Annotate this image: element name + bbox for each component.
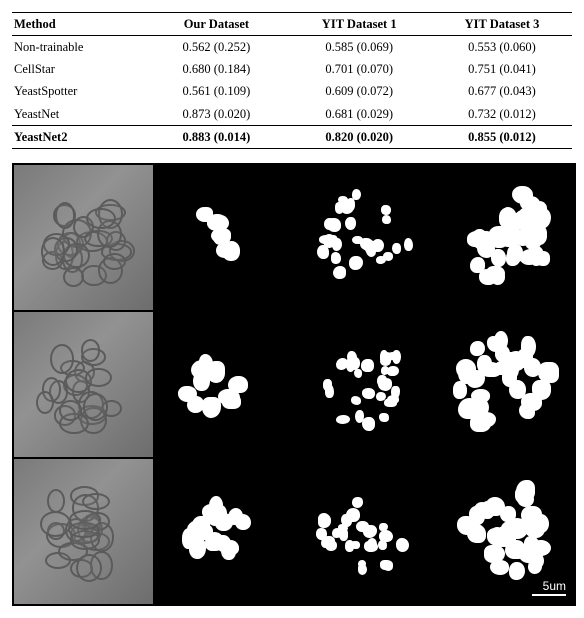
- mask-panel-mid: [295, 165, 434, 310]
- col-yit3: YIT Dataset 3: [432, 13, 572, 36]
- col-our: Our Dataset: [146, 13, 286, 36]
- table-header-row: Method Our Dataset YIT Dataset 1 YIT Dat…: [12, 13, 572, 36]
- mask-panel-sparse: [155, 459, 294, 604]
- cell-yit1: 0.820 (0.020): [286, 125, 432, 148]
- cell-yit1: 0.681 (0.029): [286, 103, 432, 126]
- cell-yit3: 0.855 (0.012): [432, 125, 572, 148]
- col-method: Method: [12, 13, 146, 36]
- results-table: Method Our Dataset YIT Dataset 1 YIT Dat…: [12, 12, 572, 149]
- table-row: YeastSpotter 0.561 (0.109) 0.609 (0.072)…: [12, 80, 572, 102]
- cell-method: Non-trainable: [12, 36, 146, 59]
- mask-panel-sparse: [155, 165, 294, 310]
- cell-method: YeastNet2: [12, 125, 146, 148]
- cell-yit3: 0.732 (0.012): [432, 103, 572, 126]
- micrograph-panel: [14, 165, 153, 310]
- table-row-final: YeastNet2 0.883 (0.014) 0.820 (0.020) 0.…: [12, 125, 572, 148]
- cell-yit3: 0.751 (0.041): [432, 58, 572, 80]
- table-row: Non-trainable 0.562 (0.252) 0.585 (0.069…: [12, 36, 572, 59]
- scale-bar-label: 5um: [543, 579, 566, 593]
- scale-bar: 5um: [532, 579, 566, 596]
- cell-yit3: 0.677 (0.043): [432, 80, 572, 102]
- mask-panel-full: 5um: [436, 459, 575, 604]
- cell-yit1: 0.701 (0.070): [286, 58, 432, 80]
- table-row: CellStar 0.680 (0.184) 0.701 (0.070) 0.7…: [12, 58, 572, 80]
- cell-method: YeastSpotter: [12, 80, 146, 102]
- cell-our: 0.680 (0.184): [146, 58, 286, 80]
- cell-yit1: 0.585 (0.069): [286, 36, 432, 59]
- table-row: YeastNet 0.873 (0.020) 0.681 (0.029) 0.7…: [12, 103, 572, 126]
- cell-our: 0.562 (0.252): [146, 36, 286, 59]
- cell-our: 0.873 (0.020): [146, 103, 286, 126]
- col-yit1: YIT Dataset 1: [286, 13, 432, 36]
- micrograph-panel: [14, 459, 153, 604]
- segmentation-figure: 5um: [12, 163, 576, 606]
- cell-yit3: 0.553 (0.060): [432, 36, 572, 59]
- mask-panel-sparse: [155, 312, 294, 457]
- micrograph-panel: [14, 312, 153, 457]
- mask-panel-mid: [295, 459, 434, 604]
- mask-panel-mid: [295, 312, 434, 457]
- cell-method: YeastNet: [12, 103, 146, 126]
- scale-bar-line: [532, 594, 566, 596]
- cell-method: CellStar: [12, 58, 146, 80]
- cell-our: 0.561 (0.109): [146, 80, 286, 102]
- mask-panel-full: [436, 165, 575, 310]
- cell-yit1: 0.609 (0.072): [286, 80, 432, 102]
- cell-our: 0.883 (0.014): [146, 125, 286, 148]
- mask-panel-full: [436, 312, 575, 457]
